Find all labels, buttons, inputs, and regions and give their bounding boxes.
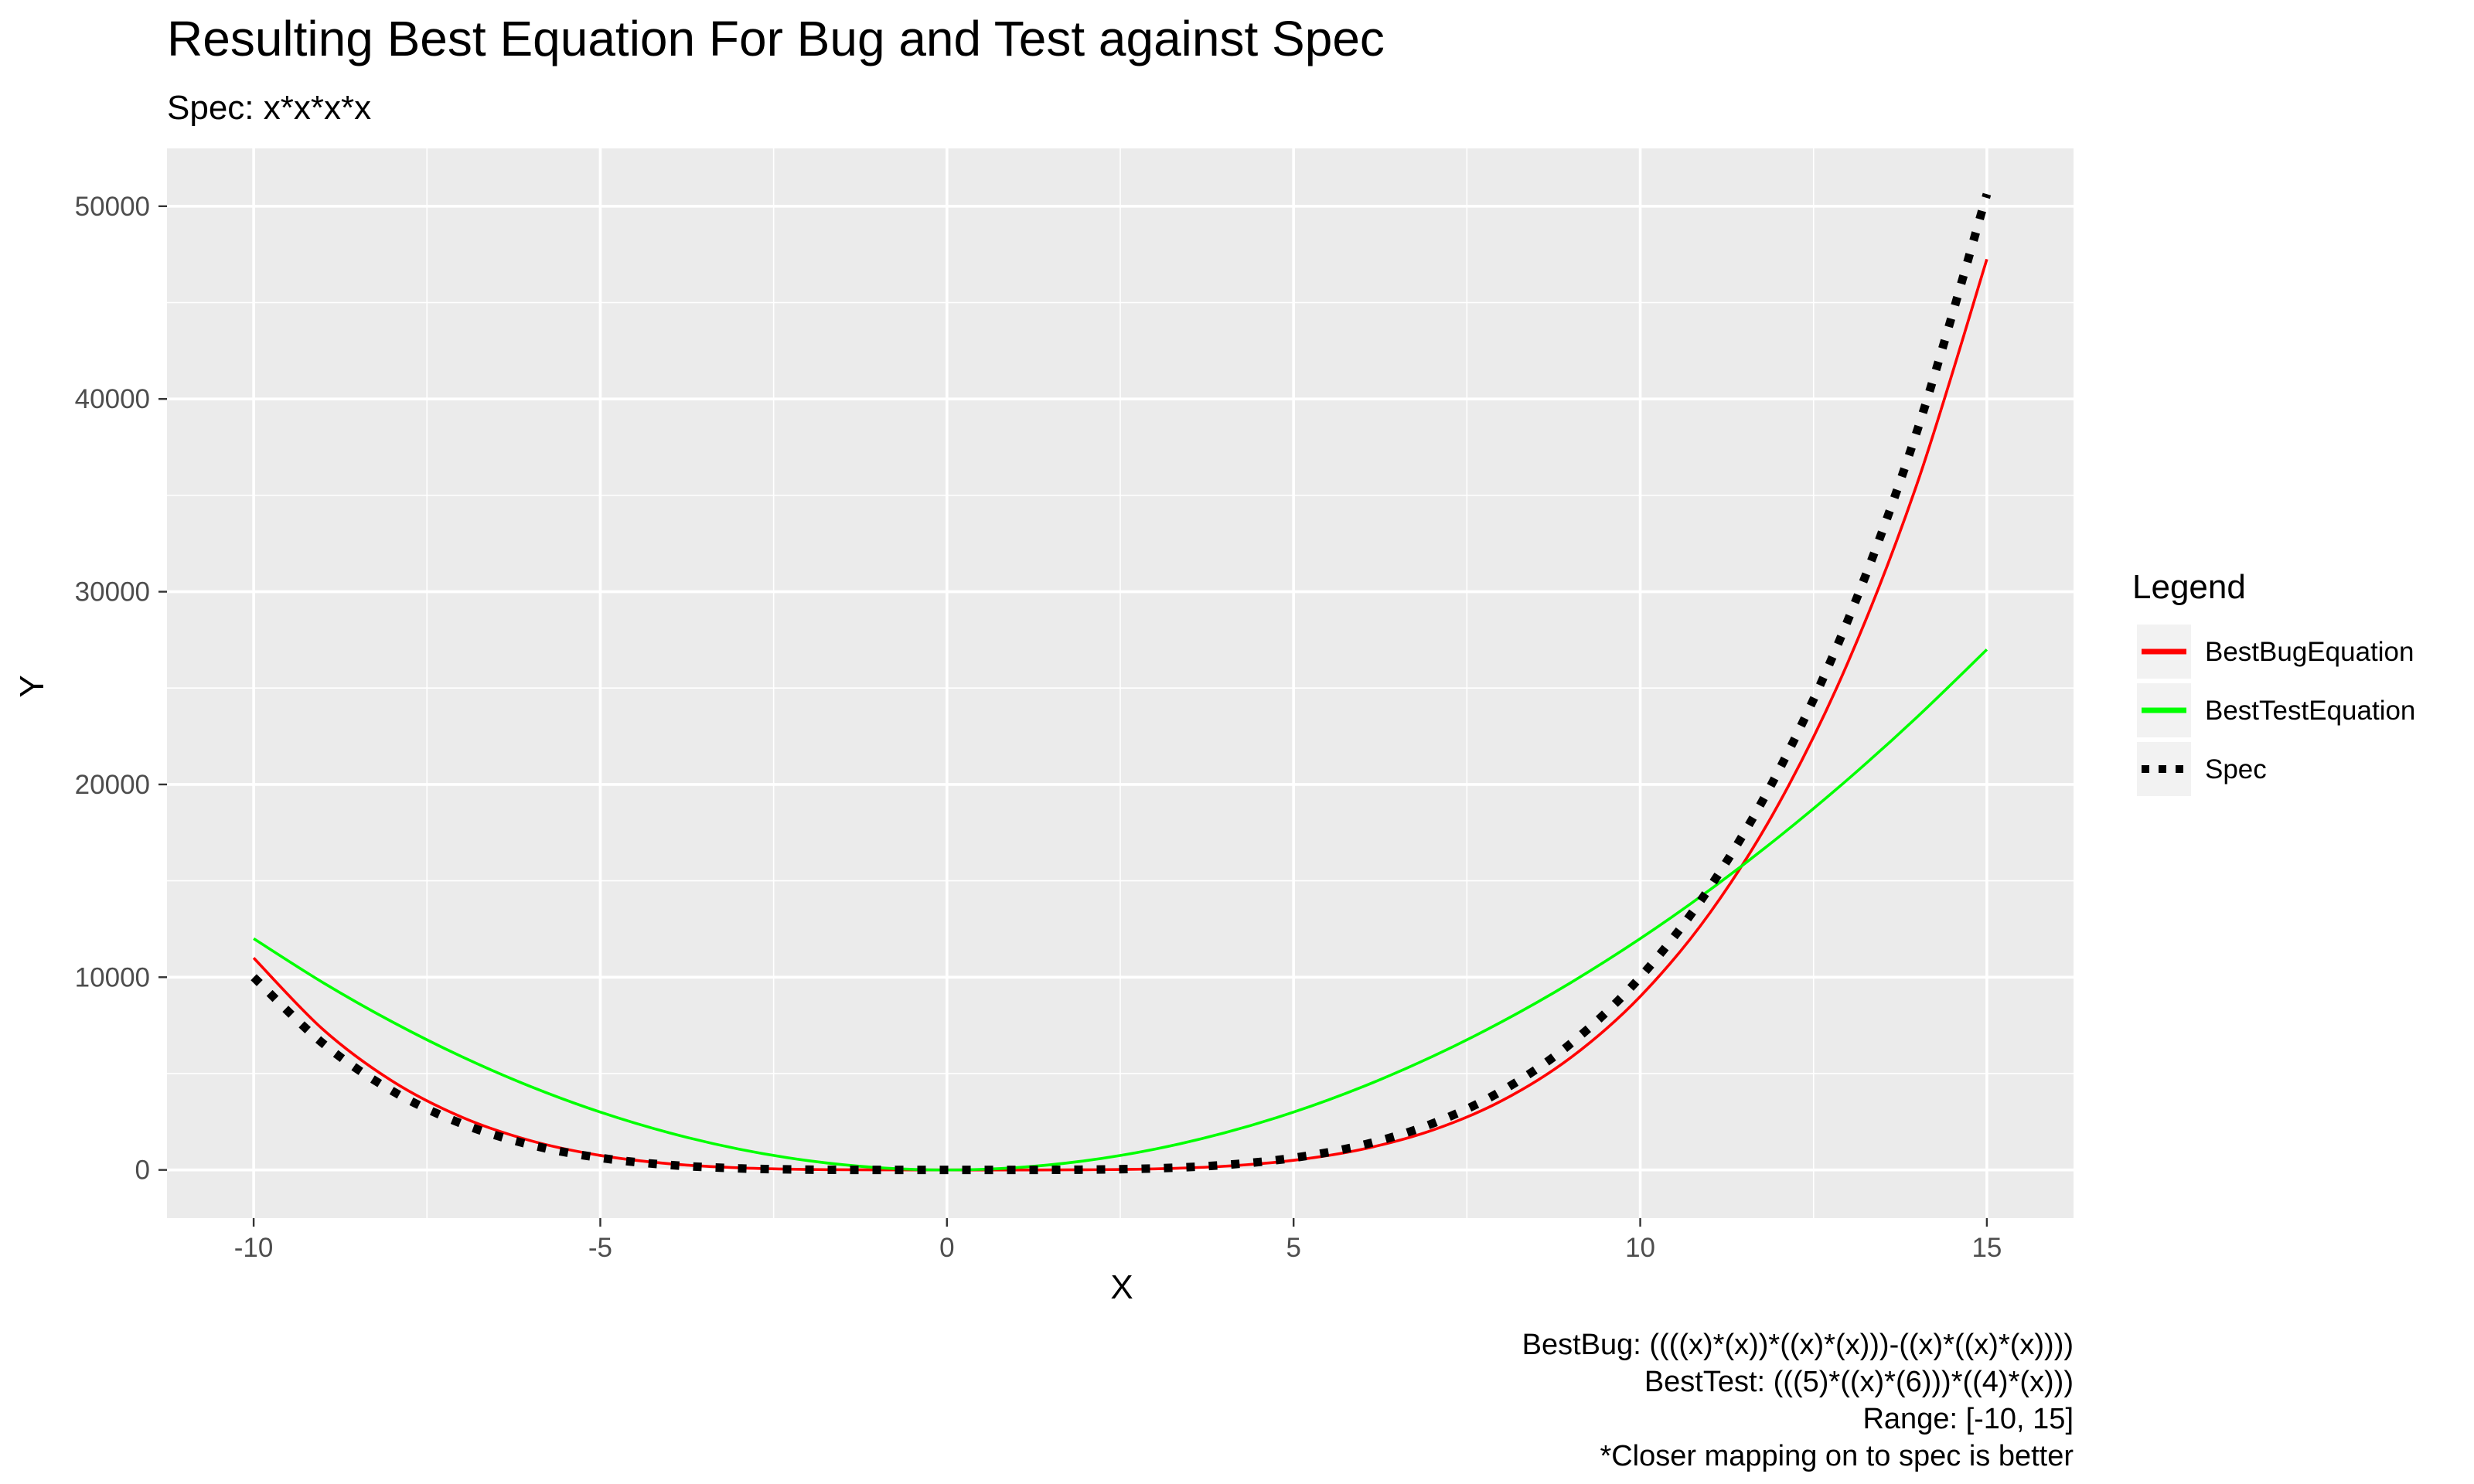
y-axis: 0 10000 20000 30000 40000 50000 <box>75 192 167 1186</box>
x-tick-label: 0 <box>939 1233 954 1263</box>
legend-item-bestbugequation: BestBugEquation <box>2137 625 2414 679</box>
grid-minor <box>167 148 2074 1218</box>
x-tick-label: -5 <box>588 1233 612 1263</box>
legend-item-besttestequation: BestTestEquation <box>2137 683 2415 737</box>
series-line-besttestequation <box>253 648 1988 1172</box>
y-tick-label: 20000 <box>75 770 150 800</box>
y-axis-label: Y <box>13 675 51 697</box>
y-tick-label: 0 <box>135 1156 150 1186</box>
x-axis-label: X <box>1110 1268 1133 1306</box>
legend-title: Legend <box>2132 568 2246 606</box>
y-tick-label: 10000 <box>75 962 150 992</box>
caption-line-1: BestBug: ((((x)*(x))*((x)*(x)))-((x)*((x… <box>1522 1329 2074 1361</box>
series-layer <box>250 192 1992 1175</box>
x-tick-label: 10 <box>1625 1233 1655 1263</box>
caption-line-2: BestTest: (((5)*((x)*(6)))*((4)*(x))) <box>1644 1366 2074 1398</box>
y-tick-label: 40000 <box>75 384 150 414</box>
y-tick-label: 50000 <box>75 192 150 222</box>
legend-label: BestTestEquation <box>2205 696 2415 726</box>
chart-title: Resulting Best Equation For Bug and Test… <box>167 11 1385 66</box>
caption-line-3: Range: [-10, 15] <box>1862 1403 2074 1435</box>
legend-label: Spec <box>2205 754 2267 785</box>
x-tick-label: 5 <box>1286 1233 1300 1263</box>
legend-label: BestBugEquation <box>2205 637 2414 667</box>
caption: BestBug: ((((x)*(x))*((x)*(x)))-((x)*((x… <box>1522 1329 2074 1472</box>
legend: Legend BestBugEquation BestTestEquation Sp… <box>2132 568 2415 796</box>
grid-major <box>167 148 2074 1218</box>
x-tick-label: 15 <box>1971 1233 2002 1263</box>
caption-line-4: *Closer mapping on to spec is better <box>1600 1440 2074 1472</box>
x-axis: -10 -5 0 5 10 15 <box>234 1218 2002 1263</box>
legend-item-spec: Spec <box>2137 742 2267 796</box>
x-tick-label: -10 <box>234 1233 274 1263</box>
y-tick-label: 30000 <box>75 577 150 608</box>
chart-subtitle: Spec: x*x*x*x <box>167 89 371 127</box>
